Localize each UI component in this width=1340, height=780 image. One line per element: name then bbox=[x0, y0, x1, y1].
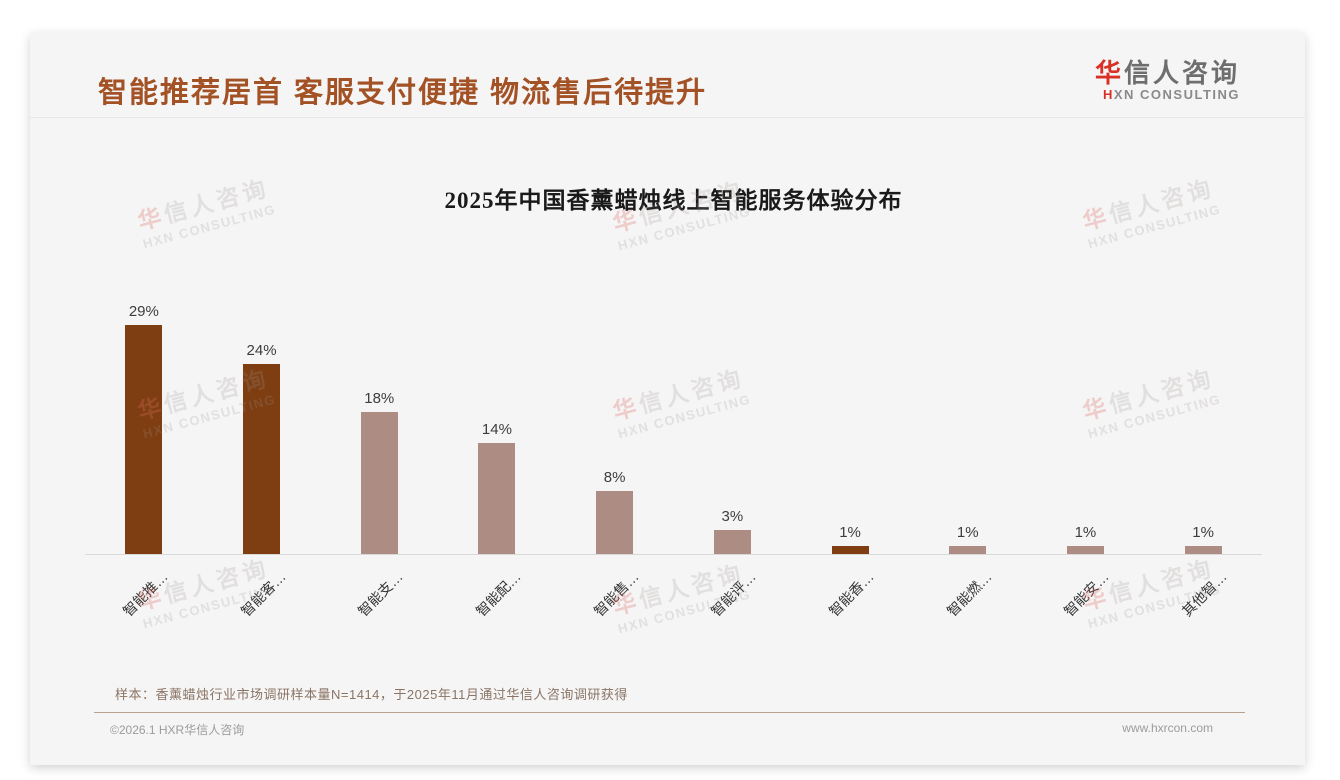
bar-group: 18% bbox=[360, 273, 398, 555]
bar-value-label: 29% bbox=[128, 302, 159, 320]
bar bbox=[360, 411, 398, 554]
bar-value-label: 1% bbox=[1192, 524, 1214, 542]
bar bbox=[949, 546, 987, 554]
company-logo: 华信人咨询 HXN CONSULTING bbox=[1095, 59, 1240, 103]
logo-chinese-name: 华信人咨询 bbox=[1094, 58, 1240, 88]
bar-group: 1% bbox=[1066, 273, 1104, 555]
bar bbox=[478, 443, 516, 554]
bar-value-label: 3% bbox=[721, 508, 744, 526]
bar bbox=[1066, 546, 1104, 554]
bar-group: 24% bbox=[243, 273, 281, 555]
bar-group: 8% bbox=[596, 273, 634, 555]
bar-value-label: 1% bbox=[956, 524, 979, 542]
x-axis-label: 智能售… bbox=[590, 568, 642, 620]
x-axis-label: 智能配… bbox=[472, 568, 524, 620]
bar-group: 14% bbox=[478, 273, 516, 555]
x-axis-labels: 智能推… 智能客… 智能支… 智能配… 智能售… 智能评… 智能香… 智能燃… 智能安… 其他智… bbox=[85, 555, 1262, 645]
x-axis-label: 智能评… bbox=[708, 568, 760, 620]
x-axis-label: 智能燃… bbox=[943, 568, 995, 620]
bar bbox=[831, 546, 869, 554]
bar bbox=[713, 530, 751, 554]
footer-website: www.hxrcon.com bbox=[1122, 721, 1213, 735]
bar-value-label: 8% bbox=[603, 468, 626, 486]
x-axis-label: 智能香… bbox=[825, 568, 877, 620]
footnote-divider bbox=[94, 712, 1245, 713]
bar-group: 3% bbox=[713, 273, 751, 555]
slide-card: 智能推荐居首 客服支付便捷 物流售后待提升 华信人咨询 HXN CONSULTI… bbox=[30, 33, 1305, 765]
sample-footnote: 样本：香薰蜡烛行业市场调研样本量N=1414，于2025年11月通过华信人咨询调… bbox=[115, 687, 628, 702]
bar bbox=[125, 324, 163, 554]
bar-value-label: 18% bbox=[364, 389, 395, 407]
bar-value-label: 24% bbox=[246, 342, 277, 360]
bar-group: 1% bbox=[949, 273, 987, 555]
plot-area: 29% 24% 18% 14% 8% 3% 1% 1% 1% 1% bbox=[85, 273, 1262, 555]
slide-title: 智能推荐居首 客服支付便捷 物流售后待提升 bbox=[98, 77, 708, 109]
x-axis-label: 智能推… bbox=[119, 568, 171, 620]
x-axis-label: 智能支… bbox=[355, 568, 406, 620]
bar-value-label: 1% bbox=[1074, 524, 1097, 542]
header: 智能推荐居首 客服支付便捷 物流售后待提升 华信人咨询 HXN CONSULTI… bbox=[30, 33, 1305, 118]
bar bbox=[596, 490, 634, 554]
bar bbox=[243, 364, 281, 554]
chart-title: 2025年中国香薰蜡烛线上智能服务体验分布 bbox=[444, 188, 903, 213]
bar bbox=[1184, 546, 1222, 554]
bar-value-label: 14% bbox=[481, 421, 512, 439]
x-axis-label: 智能客… bbox=[237, 568, 289, 620]
x-axis-label: 其他智… bbox=[1178, 568, 1230, 620]
footer-copyright: ©2026.1 HXR华信人咨询 bbox=[110, 723, 245, 737]
x-axis-label: 智能安… bbox=[1061, 568, 1113, 620]
logo-english-name: HXN CONSULTING bbox=[1102, 87, 1240, 102]
bar-value-label: 1% bbox=[839, 524, 861, 542]
bar-group: 29% bbox=[125, 273, 163, 555]
x-axis-line bbox=[85, 554, 1262, 555]
bar-group: 1% bbox=[1184, 273, 1222, 555]
bar-group: 1% bbox=[831, 273, 869, 555]
